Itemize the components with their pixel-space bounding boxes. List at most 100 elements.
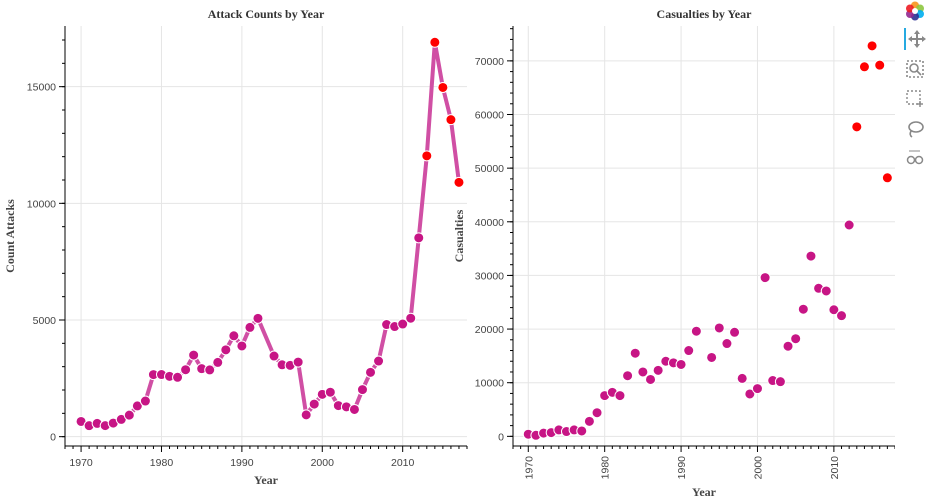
wheel-zoom-icon[interactable] xyxy=(904,58,926,80)
data-point xyxy=(437,81,449,93)
data-point xyxy=(614,390,626,402)
data-point xyxy=(874,59,886,71)
x-axis-title: Year xyxy=(254,473,279,487)
data-point xyxy=(405,312,417,324)
pan-icon[interactable] xyxy=(904,28,928,50)
box-zoom-icon[interactable] xyxy=(904,88,926,110)
x-tick-label: 1990 xyxy=(230,457,254,469)
data-point xyxy=(236,340,248,352)
x-tick-label: 2010 xyxy=(829,456,841,480)
y-tick-label: 5000 xyxy=(33,315,57,327)
data-point xyxy=(204,364,216,376)
chart-title: Attack Counts by Year xyxy=(208,7,325,21)
data-point xyxy=(790,333,802,345)
grid xyxy=(513,26,895,446)
chart-figure: Attack Counts by Year 1970 1980 1990 2000 20… xyxy=(3,7,895,499)
data-point xyxy=(759,272,771,284)
x-ticks: 1970 1980 1990 2000 2010 xyxy=(512,446,895,480)
x-ticks: 1970 1980 1990 2000 2010 xyxy=(64,446,468,469)
x-axis-title: Year xyxy=(692,485,717,499)
data-point xyxy=(413,232,425,244)
data-point xyxy=(751,383,763,395)
data-point xyxy=(683,345,695,357)
data-point xyxy=(805,250,817,262)
data-point xyxy=(797,303,809,315)
y-tick-label: 10000 xyxy=(27,198,56,210)
data-point xyxy=(220,344,232,356)
x-tick-label: 2010 xyxy=(391,457,415,469)
lasso-select-icon[interactable] xyxy=(904,118,926,140)
y-tick-label: 20000 xyxy=(475,324,504,336)
hover-icon[interactable] xyxy=(904,148,926,170)
y-tick-label: 0 xyxy=(498,431,504,443)
data-point xyxy=(252,312,264,324)
x-tick-label: 1970 xyxy=(69,457,93,469)
series-layer xyxy=(522,40,893,441)
y-tick-label: 0 xyxy=(50,432,56,444)
data-point xyxy=(421,150,433,162)
data-point xyxy=(445,114,457,126)
data-point xyxy=(843,219,855,231)
x-tick-label: 2000 xyxy=(752,456,764,480)
data-point xyxy=(373,355,385,367)
bokeh-logo-icon[interactable] xyxy=(904,0,926,22)
casualties-panel: Casualties by Year 1970 1980 1990 2000 2010 … xyxy=(452,7,895,499)
data-point xyxy=(429,36,441,48)
data-point xyxy=(292,356,304,368)
data-point xyxy=(308,398,320,410)
data-point xyxy=(629,347,641,359)
y-tick-label: 15000 xyxy=(27,82,56,94)
data-point xyxy=(645,373,657,385)
data-point xyxy=(300,409,312,421)
x-tick-label: 2000 xyxy=(311,457,335,469)
data-point xyxy=(348,403,360,415)
y-axis-title: Count Attacks xyxy=(3,199,17,273)
data-point xyxy=(782,340,794,352)
data-point xyxy=(131,400,143,412)
data-point xyxy=(881,172,893,184)
data-point xyxy=(637,366,649,378)
attack-counts-panel: Attack Counts by Year 1970 1980 1990 2000 20… xyxy=(3,7,468,487)
data-point xyxy=(774,376,786,388)
y-tick-label: 30000 xyxy=(475,270,504,282)
data-point xyxy=(729,326,741,338)
data-point xyxy=(397,318,409,330)
x-tick-label: 1980 xyxy=(600,456,612,480)
data-point xyxy=(721,338,733,350)
data-point xyxy=(828,304,840,316)
data-point xyxy=(180,364,192,376)
data-point xyxy=(244,321,256,333)
data-point xyxy=(212,356,224,368)
data-point xyxy=(188,349,200,361)
data-point xyxy=(453,176,465,188)
x-tick-label: 1970 xyxy=(523,456,535,480)
y-tick-label: 70000 xyxy=(475,56,504,68)
data-point xyxy=(820,285,832,297)
y-tick-label: 40000 xyxy=(475,217,504,229)
chart-title: Casualties by Year xyxy=(657,7,753,21)
data-point xyxy=(365,366,377,378)
y-tick-label: 60000 xyxy=(475,110,504,122)
data-point xyxy=(690,325,702,337)
data-point xyxy=(576,425,588,437)
data-point xyxy=(836,310,848,322)
y-tick-label: 10000 xyxy=(475,378,504,390)
data-point xyxy=(866,40,878,52)
x-tick-label: 1990 xyxy=(676,456,688,480)
x-tick-label: 1980 xyxy=(150,457,174,469)
data-point xyxy=(851,121,863,133)
data-point xyxy=(228,330,240,342)
data-point xyxy=(744,388,756,400)
y-ticks: 0 10000 20000 30000 40000 50000 60000 70000 xyxy=(475,28,513,443)
series-layer xyxy=(75,36,465,432)
data-point xyxy=(583,415,595,427)
data-point xyxy=(713,322,725,334)
data-point xyxy=(858,61,870,73)
y-axis-title: Casualties xyxy=(452,209,466,262)
data-point xyxy=(652,364,664,376)
chart-toolbar xyxy=(898,0,930,170)
data-point xyxy=(591,407,603,419)
data-point xyxy=(268,350,280,362)
grid xyxy=(65,26,467,446)
data-point xyxy=(675,358,687,370)
